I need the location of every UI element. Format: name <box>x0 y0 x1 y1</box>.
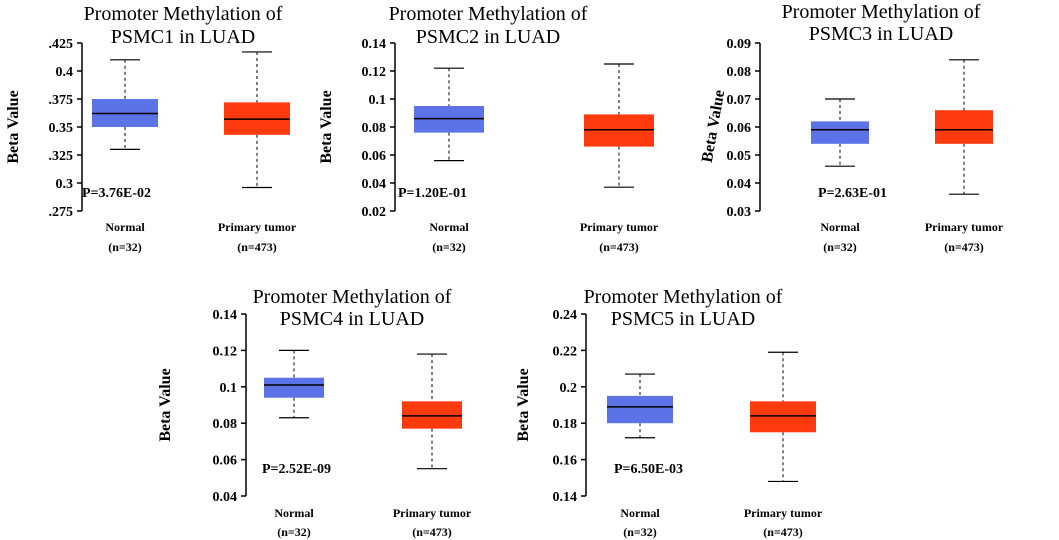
y-tick-label: 0.04 <box>213 490 238 505</box>
chart-title-line2: PSMC1 in LUAD <box>111 26 255 48</box>
category-count: (n=32) <box>277 525 311 539</box>
category-count: (n=473) <box>944 240 984 254</box>
p-value-label: P=6.50E-03 <box>614 462 683 477</box>
chart-title-line1: Promoter Methylation of <box>584 286 783 308</box>
y-tick-label: 0.08 <box>727 65 752 80</box>
y-tick-label: 0.14 <box>553 490 578 505</box>
y-tick-label: 0.06 <box>213 454 238 469</box>
y-tick-label: .275 <box>49 205 74 220</box>
y-tick-label: 0.03 <box>727 205 752 220</box>
box-primary-tumor: Primary tumor (n=473) <box>744 351 823 539</box>
category-label: Normal <box>429 220 469 234</box>
chart-title-line1: Promoter Methylation of <box>782 1 981 23</box>
y-tick-label: 0.08 <box>213 417 238 432</box>
chart-title-line1: Promoter Methylation of <box>389 3 588 25</box>
box-primary-tumor: Primary tumor (n=473) <box>580 63 659 254</box>
box-normal: Normal (n=32) <box>607 373 673 539</box>
category-label: Normal <box>105 220 145 234</box>
category-count: (n=473) <box>412 525 452 539</box>
p-value-label: P=3.76E-02 <box>82 186 151 201</box>
iqr-box <box>607 395 673 424</box>
category-label: Primary tumor <box>218 220 297 234</box>
chart-title-line2: PSMC5 in LUAD <box>611 308 755 330</box>
y-tick-label: 0.1 <box>220 381 238 396</box>
y-tick-label: 0.07 <box>727 93 752 108</box>
y-axis-label: Beta Value <box>5 90 22 163</box>
chart-title-line1: Promoter Methylation of <box>253 286 452 308</box>
y-tick-label: 0.02 <box>362 205 387 220</box>
chart-title-line2: PSMC3 in LUAD <box>809 23 953 45</box>
y-tick-label: 0.24 <box>553 308 578 323</box>
y-tick-label: 0.18 <box>553 417 578 432</box>
y-tick-label: 0.3 <box>56 177 74 192</box>
iqr-box <box>935 110 993 144</box>
box-normal: Normal (n=32) <box>92 59 158 254</box>
p-value-label: P=1.20E-01 <box>398 186 467 201</box>
chart-title-line2: PSMC2 in LUAD <box>416 26 560 48</box>
iqr-box <box>264 377 324 398</box>
iqr-box <box>811 121 869 144</box>
y-tick-label: 0.06 <box>362 149 387 164</box>
box-normal: Normal (n=32) <box>811 98 869 254</box>
category-count: (n=32) <box>108 240 142 254</box>
box-primary-tumor: Primary tumor (n=473) <box>925 59 1004 254</box>
category-label: Normal <box>820 220 860 234</box>
box-normal: Normal (n=32) <box>414 67 484 254</box>
chart-title-line1: Promoter Methylation of <box>84 3 283 25</box>
category-count: (n=32) <box>623 525 657 539</box>
box-normal: Normal (n=32) <box>264 349 324 539</box>
y-tick-label: 0.09 <box>727 37 752 52</box>
y-tick-label: 0.14 <box>213 308 238 323</box>
y-tick-label: 0.05 <box>727 149 752 164</box>
y-tick-label: 0.35 <box>49 121 74 136</box>
category-label: Primary tumor <box>925 220 1004 234</box>
iqr-box <box>402 401 462 429</box>
y-tick-label: 0.1 <box>369 93 387 108</box>
y-tick-label: 0.12 <box>213 344 238 359</box>
p-value-label: P=2.63E-01 <box>818 186 887 201</box>
y-axis-label: Beta Value <box>699 89 728 164</box>
y-tick-label: 0.06 <box>727 121 752 136</box>
y-tick-label: 0.12 <box>362 65 387 80</box>
y-axis-label: Beta Value <box>157 368 174 441</box>
y-tick-label: .375 <box>49 93 74 108</box>
p-value-label: P=2.52E-09 <box>262 462 331 477</box>
iqr-box <box>750 401 816 433</box>
category-count: (n=473) <box>237 240 277 254</box>
y-tick-label: 0.16 <box>553 454 578 469</box>
category-label: Normal <box>620 506 660 520</box>
category-count: (n=32) <box>432 240 466 254</box>
category-label: Primary tumor <box>393 506 472 520</box>
box-primary-tumor: Primary tumor (n=473) <box>393 353 472 539</box>
y-tick-label: 0.22 <box>553 344 578 359</box>
y-tick-label: .325 <box>49 149 74 164</box>
category-label: Primary tumor <box>744 506 823 520</box>
category-label: Primary tumor <box>580 220 659 234</box>
y-tick-label: 0.4 <box>56 65 74 80</box>
category-count: (n=473) <box>763 525 803 539</box>
y-tick-label: 0.08 <box>362 121 387 136</box>
category-count: (n=473) <box>599 240 639 254</box>
y-tick-label: 0.14 <box>362 37 387 52</box>
y-tick-label: .425 <box>49 37 74 52</box>
y-axis-label: Beta Value <box>515 368 532 441</box>
y-tick-label: 0.04 <box>362 177 387 192</box>
y-axis-label: Beta Value <box>318 90 335 163</box>
y-tick-label: 0.2 <box>560 381 578 396</box>
category-count: (n=32) <box>823 240 857 254</box>
category-label: Normal <box>274 506 314 520</box>
box-primary-tumor: Primary tumor (n=473) <box>218 51 297 254</box>
chart-title-line2: PSMC4 in LUAD <box>280 308 424 330</box>
y-tick-label: 0.04 <box>727 177 752 192</box>
